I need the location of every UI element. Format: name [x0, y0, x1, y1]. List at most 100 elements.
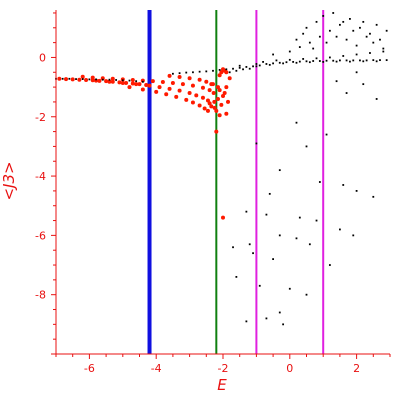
- point-series1-65: [369, 52, 371, 54]
- point-series0-31: [134, 82, 139, 87]
- point-series1-57: [262, 60, 264, 63]
- point-series1-120: [298, 216, 301, 219]
- point-series0-11: [130, 81, 135, 86]
- point-series0-62: [217, 73, 222, 78]
- point-series1-121: [315, 219, 318, 222]
- point-series1-18: [198, 70, 201, 73]
- point-series1-89: [312, 47, 315, 50]
- point-series0-69: [224, 85, 229, 90]
- point-series1-131: [328, 264, 331, 266]
- point-series0-1: [64, 77, 69, 82]
- point-series0-27: [207, 88, 212, 93]
- point-series1-90: [325, 41, 328, 44]
- point-series0-45: [184, 97, 189, 102]
- point-series1-64: [355, 53, 358, 56]
- point-series1-77: [379, 38, 381, 41]
- point-series1-97: [228, 71, 231, 74]
- point-series1-100: [248, 67, 251, 70]
- point-series0-58: [212, 99, 217, 104]
- point-series0-25: [190, 83, 195, 88]
- point-series0-14: [80, 74, 85, 79]
- point-series0-50: [167, 73, 172, 78]
- point-series1-78: [305, 26, 308, 29]
- point-series1-58: [275, 59, 278, 62]
- point-series1-135: [305, 293, 308, 296]
- point-series1-60: [302, 58, 305, 60]
- y-tick-label: -2: [35, 111, 46, 124]
- point-series1-42: [359, 59, 361, 62]
- point-series1-110: [305, 145, 308, 148]
- point-series1-8: [108, 78, 111, 81]
- point-series1-86: [382, 47, 385, 50]
- point-series1-20: [212, 69, 214, 72]
- point-series1-39: [339, 59, 341, 62]
- point-series1-47: [255, 65, 258, 68]
- point-series0-79: [224, 111, 229, 116]
- point-series1-40: [345, 59, 348, 62]
- point-series0-10: [124, 80, 129, 85]
- point-series1-92: [345, 38, 348, 41]
- point-series1-29: [272, 62, 274, 65]
- point-series1-82: [342, 20, 345, 23]
- point-series1-84: [362, 20, 365, 23]
- point-series1-11: [128, 79, 131, 82]
- point-series0-76: [209, 104, 214, 109]
- point-series1-88: [302, 32, 305, 35]
- point-series0-60: [214, 129, 219, 134]
- point-series1-72: [328, 29, 331, 32]
- point-series1-83: [352, 29, 355, 32]
- point-series1-102: [255, 63, 258, 65]
- point-series1-21: [218, 69, 221, 71]
- point-series1-107: [362, 83, 365, 86]
- point-series1-124: [232, 246, 234, 249]
- point-series1-74: [349, 17, 351, 20]
- point-series0-75: [207, 101, 212, 106]
- point-series1-37: [325, 59, 328, 62]
- x-tick-label: -6: [84, 362, 95, 375]
- point-series1-116: [318, 181, 321, 183]
- point-series1-79: [315, 20, 318, 23]
- point-series0-3: [77, 77, 82, 82]
- point-series1-118: [245, 210, 248, 213]
- point-series1-33: [298, 60, 301, 63]
- point-series1-17: [192, 71, 194, 74]
- point-series1-108: [295, 121, 298, 124]
- point-series0-46: [190, 100, 195, 105]
- point-series1-134: [288, 287, 291, 290]
- point-series1-91: [335, 35, 338, 38]
- point-series0-68: [221, 94, 225, 98]
- point-series1-44: [372, 59, 375, 62]
- point-series0-34: [167, 86, 172, 91]
- point-series0-29: [107, 79, 112, 84]
- point-series1-117: [268, 192, 271, 195]
- y-tick-label: -8: [35, 289, 46, 302]
- point-series1-132: [235, 275, 238, 278]
- point-series1-71: [318, 35, 321, 38]
- point-series1-115: [372, 195, 375, 198]
- point-series1-14: [172, 72, 174, 75]
- point-series1-106: [345, 92, 348, 94]
- point-series1-119: [265, 213, 268, 216]
- point-series1-133: [258, 284, 261, 287]
- point-series0-48: [202, 106, 207, 111]
- point-series1-130: [272, 258, 274, 261]
- point-series1-43: [365, 59, 368, 62]
- point-series0-37: [194, 93, 199, 98]
- point-series0-26: [200, 85, 205, 90]
- point-series1-109: [325, 133, 328, 136]
- point-series1-59: [288, 58, 291, 61]
- point-series0-28: [94, 78, 99, 83]
- point-series1-7: [101, 78, 104, 81]
- point-series0-66: [224, 70, 229, 75]
- point-series1-104: [355, 71, 358, 74]
- point-series0-7: [104, 79, 109, 84]
- point-series0-44: [174, 94, 179, 99]
- point-series1-70: [308, 41, 311, 44]
- point-series1-27: [258, 64, 261, 67]
- x-tick-label: -4: [151, 362, 162, 375]
- point-series1-32: [292, 60, 295, 63]
- point-series1-105: [375, 98, 378, 100]
- point-series1-3: [75, 78, 77, 80]
- point-series1-55: [362, 60, 365, 63]
